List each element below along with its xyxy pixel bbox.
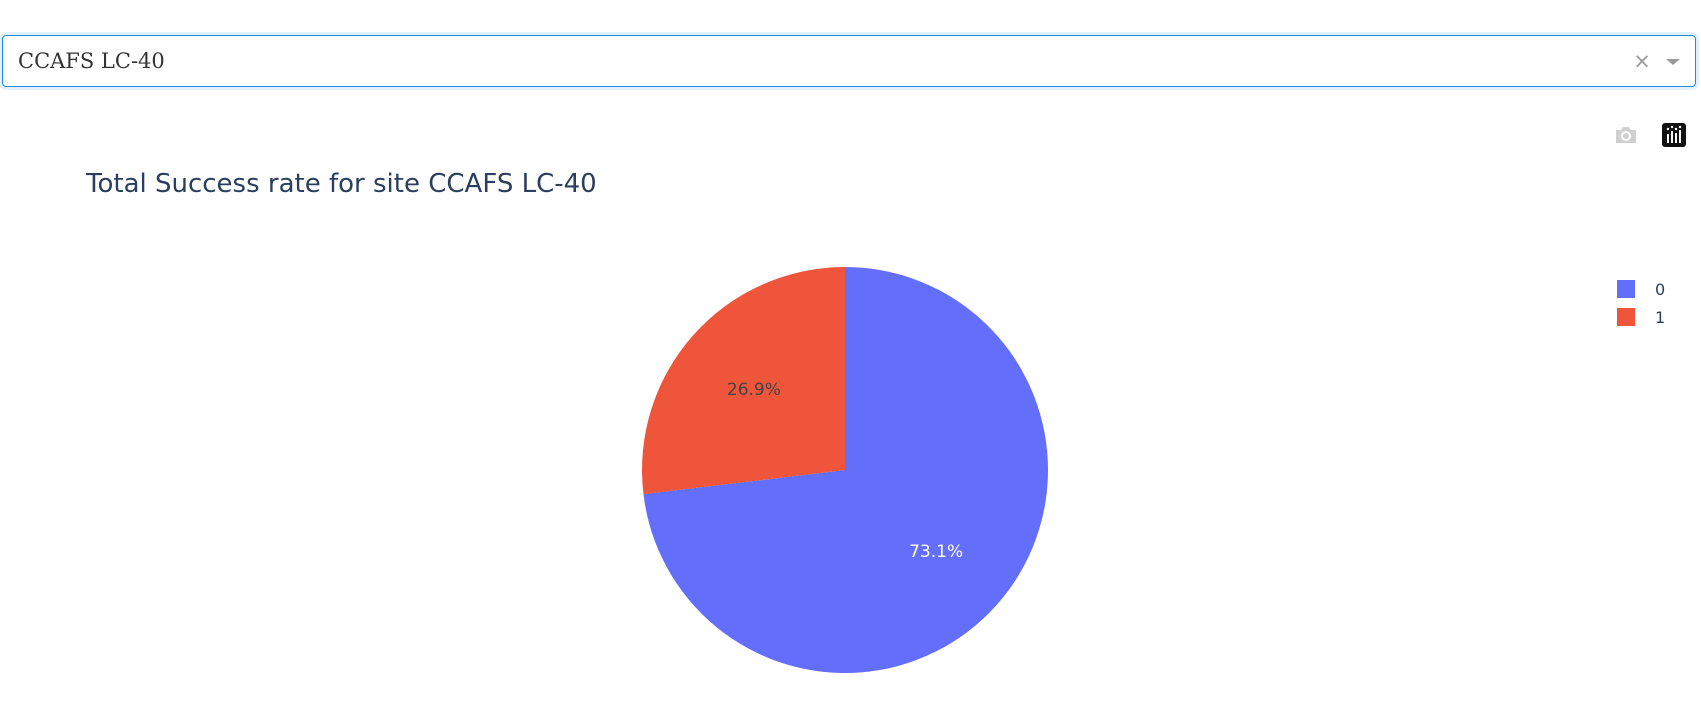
camera-icon[interactable] bbox=[1612, 122, 1640, 148]
pie-slices: 73.1% 26.9% bbox=[642, 267, 1048, 673]
legend-swatch[interactable] bbox=[1617, 280, 1635, 298]
slice-percent-label: 73.1% bbox=[909, 542, 963, 562]
legend-label[interactable]: 1 bbox=[1655, 308, 1665, 327]
site-dropdown[interactable]: CCAFS LC-40 × bbox=[2, 35, 1696, 87]
slice-percent-label: 26.9% bbox=[727, 380, 781, 400]
clear-icon[interactable]: × bbox=[1633, 49, 1651, 73]
plotly-logo-icon[interactable] bbox=[1660, 122, 1688, 148]
legend-label[interactable]: 0 bbox=[1655, 280, 1665, 299]
chart-title: Total Success rate for site CCAFS LC-40 bbox=[85, 169, 597, 199]
pie-slice-1[interactable] bbox=[642, 267, 845, 495]
dropdown-selected-value: CCAFS LC-40 bbox=[18, 49, 165, 73]
legend-swatch[interactable] bbox=[1617, 308, 1635, 326]
chart-legend: 01 bbox=[1617, 280, 1665, 327]
chevron-down-icon[interactable] bbox=[1660, 53, 1686, 71]
pie-slice-0[interactable] bbox=[643, 267, 1048, 673]
